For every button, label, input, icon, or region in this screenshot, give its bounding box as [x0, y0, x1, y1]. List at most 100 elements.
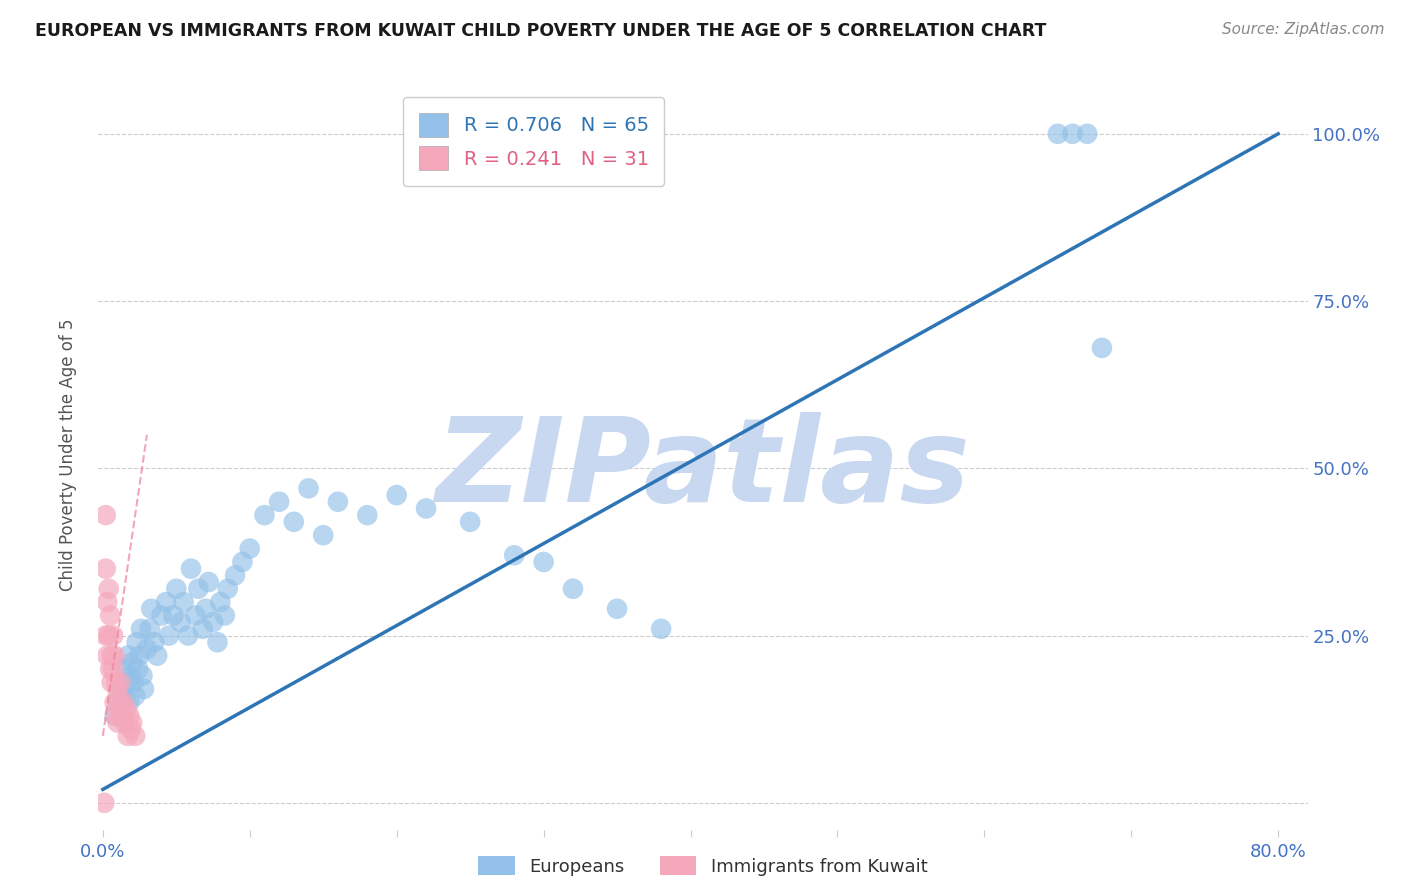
Point: [120, 669, 142, 683]
Text: EUROPEAN VS IMMIGRANTS FROM KUWAIT CHILD POVERTY UNDER THE AGE OF 5 CORRELATION : EUROPEAN VS IMMIGRANTS FROM KUWAIT CHILD…: [35, 22, 1046, 40]
Legend: R = 0.706   N = 65, R = 0.241   N = 31: R = 0.706 N = 65, R = 0.241 N = 31: [404, 97, 664, 186]
Point: [105, 675, 128, 690]
Point: [108, 696, 131, 710]
Point: [98, 662, 121, 676]
Point: [146, 648, 169, 663]
Point: [128, 648, 150, 663]
Point: [132, 682, 155, 697]
Y-axis label: Child Poverty Under the Age of 5: Child Poverty Under the Age of 5: [59, 318, 77, 591]
Point: [110, 675, 132, 690]
Point: [162, 608, 184, 623]
Point: [118, 696, 141, 710]
Point: [177, 629, 200, 643]
Point: [94, 508, 117, 523]
Point: [120, 723, 142, 737]
Point: [121, 655, 143, 669]
Text: Source: ZipAtlas.com: Source: ZipAtlas.com: [1222, 22, 1385, 37]
Point: [197, 575, 219, 590]
Point: [187, 582, 209, 596]
Point: [155, 595, 177, 609]
Point: [202, 615, 225, 630]
Point: [1046, 127, 1069, 141]
Point: [96, 595, 118, 609]
Point: [97, 629, 120, 643]
Point: [114, 662, 136, 676]
Point: [107, 696, 129, 710]
Point: [117, 729, 139, 743]
Point: [124, 689, 146, 703]
Point: [96, 648, 118, 663]
Point: [141, 602, 163, 616]
Point: [184, 608, 207, 623]
Point: [139, 622, 162, 636]
Point: [231, 555, 253, 569]
Point: [170, 615, 193, 630]
Point: [143, 635, 166, 649]
Point: [94, 562, 117, 576]
Point: [165, 582, 187, 596]
Point: [1062, 127, 1084, 141]
Point: [125, 635, 148, 649]
Point: [103, 696, 125, 710]
Point: [415, 501, 437, 516]
Point: [122, 675, 145, 690]
Point: [129, 622, 152, 636]
Point: [121, 715, 143, 730]
Point: [207, 635, 229, 649]
Point: [533, 555, 555, 569]
Point: [114, 715, 136, 730]
Point: [606, 602, 628, 616]
Point: [115, 675, 138, 690]
Point: [385, 488, 408, 502]
Point: [93, 796, 115, 810]
Point: [297, 482, 319, 496]
Point: [194, 602, 217, 616]
Point: [94, 629, 117, 643]
Point: [114, 689, 136, 703]
Point: [100, 675, 122, 690]
Point: [562, 582, 585, 596]
Point: [110, 702, 132, 716]
Point: [111, 708, 134, 723]
Point: [217, 582, 239, 596]
Point: [1076, 127, 1098, 141]
Point: [103, 648, 125, 663]
Point: [283, 515, 305, 529]
Point: [112, 696, 135, 710]
Point: [115, 702, 138, 716]
Point: [269, 494, 291, 508]
Point: [105, 708, 128, 723]
Point: [650, 622, 672, 636]
Point: [100, 648, 122, 663]
Point: [101, 629, 124, 643]
Point: [253, 508, 276, 523]
Point: [150, 608, 173, 623]
Point: [214, 608, 236, 623]
Point: [224, 568, 246, 582]
Point: [180, 562, 202, 576]
Point: [98, 608, 121, 623]
Point: [356, 508, 378, 523]
Point: [117, 648, 139, 663]
Point: [111, 682, 134, 697]
Point: [1091, 341, 1114, 355]
Point: [124, 729, 146, 743]
Point: [209, 595, 232, 609]
Point: [157, 629, 180, 643]
Point: [458, 515, 481, 529]
Point: [326, 494, 349, 508]
Point: [97, 582, 120, 596]
Text: ZIPatlas: ZIPatlas: [436, 412, 970, 527]
Point: [191, 622, 214, 636]
Point: [312, 528, 335, 542]
Point: [239, 541, 262, 556]
Point: [503, 548, 526, 563]
Point: [131, 669, 153, 683]
Point: [135, 642, 157, 657]
Point: [127, 662, 149, 676]
Point: [173, 595, 195, 609]
Point: [103, 708, 125, 723]
Point: [107, 682, 129, 697]
Point: [101, 662, 124, 676]
Point: [107, 715, 129, 730]
